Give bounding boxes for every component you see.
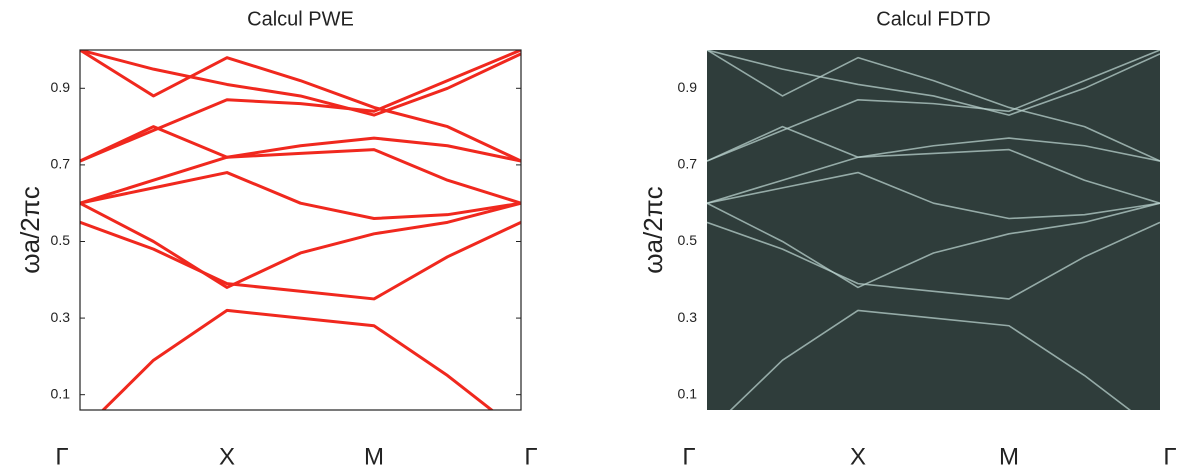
band-line	[80, 220, 521, 301]
y-tick-label: 0.1	[678, 385, 698, 401]
y-tick-label: 0.5	[678, 232, 698, 248]
plot-background	[80, 50, 521, 410]
band-line	[80, 125, 521, 205]
y-axis-label: ωa/2πc	[638, 186, 668, 273]
chart: Calcul PWE ωa/2πc 0.1 0.3 0.5 0.7 0.9 Γ X M Γ	[15, 8, 538, 470]
x-tick-label: M	[364, 443, 384, 470]
y-tick-label: 0.1	[51, 385, 71, 401]
bands	[707, 50, 1160, 410]
x-tick-label: Γ	[1163, 443, 1176, 470]
band-line	[707, 50, 1160, 162]
band-line	[707, 137, 1160, 204]
band-line	[707, 50, 1160, 116]
chart-title: Calcul PWE	[247, 8, 354, 30]
plot-frame	[79, 49, 522, 411]
bands	[80, 50, 521, 410]
y-tick-label: 0.9	[678, 79, 698, 95]
x-tick-label: Γ	[682, 443, 695, 470]
x-tick-label: X	[219, 443, 235, 470]
y-tick-label: 0.7	[51, 156, 71, 172]
chart: Calcul FDTD ωa/2πc 0.1 0.3 0.5 0.7 0.9 Γ X M Γ	[638, 8, 1177, 470]
y-tick-label: 0.5	[51, 232, 71, 248]
band-line	[707, 221, 1160, 300]
band-line	[80, 50, 521, 163]
band-line	[80, 171, 521, 221]
band-line	[101, 308, 495, 410]
band-line	[80, 201, 521, 289]
x-tick-label: X	[850, 443, 866, 470]
band-line	[707, 125, 1160, 204]
band-line	[707, 202, 1160, 289]
x-tick-label: Γ	[55, 443, 68, 470]
y-tick-label: 0.9	[51, 79, 71, 95]
chart-title: Calcul FDTD	[876, 8, 990, 30]
y-tick-label: 0.7	[678, 156, 698, 172]
x-tick-label: M	[999, 443, 1019, 470]
band-line	[729, 309, 1132, 410]
plot-background	[707, 50, 1160, 410]
y-axis-label: ωa/2πc	[15, 186, 45, 273]
band-line	[80, 136, 521, 205]
x-tick-label: Γ	[524, 443, 537, 470]
y-tick-label: 0.3	[678, 309, 698, 325]
y-tick-label: 0.3	[51, 309, 71, 325]
band-line	[707, 171, 1160, 220]
band-line	[80, 50, 521, 163]
band-line	[707, 50, 1160, 162]
band-line	[80, 50, 521, 117]
